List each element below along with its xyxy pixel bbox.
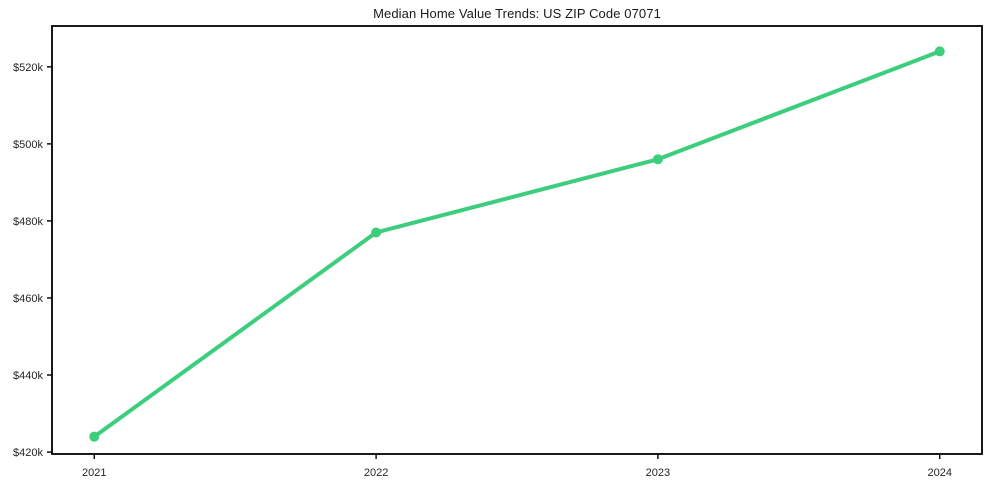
y-tick-label: $440k: [13, 370, 43, 382]
data-point-marker: [652, 154, 663, 165]
y-tick-label: $500k: [13, 139, 43, 151]
y-tick-label: $520k: [13, 62, 43, 74]
y-tick-label: $460k: [13, 293, 43, 305]
data-point-marker: [934, 46, 945, 57]
x-tick-label: 2024: [927, 467, 951, 479]
chart-title: Median Home Value Trends: US ZIP Code 07…: [373, 6, 661, 21]
trend-line: [92, 49, 942, 439]
data-point-marker: [89, 431, 100, 442]
data-point-marker: [371, 227, 382, 238]
plot-border: [51, 25, 983, 455]
y-tick-label: $420k: [13, 447, 43, 459]
x-tick-label: 2021: [82, 467, 106, 479]
y-tick-label: $480k: [13, 216, 43, 228]
x-tick-label: 2022: [364, 467, 388, 479]
x-tick-label: 2023: [646, 467, 670, 479]
